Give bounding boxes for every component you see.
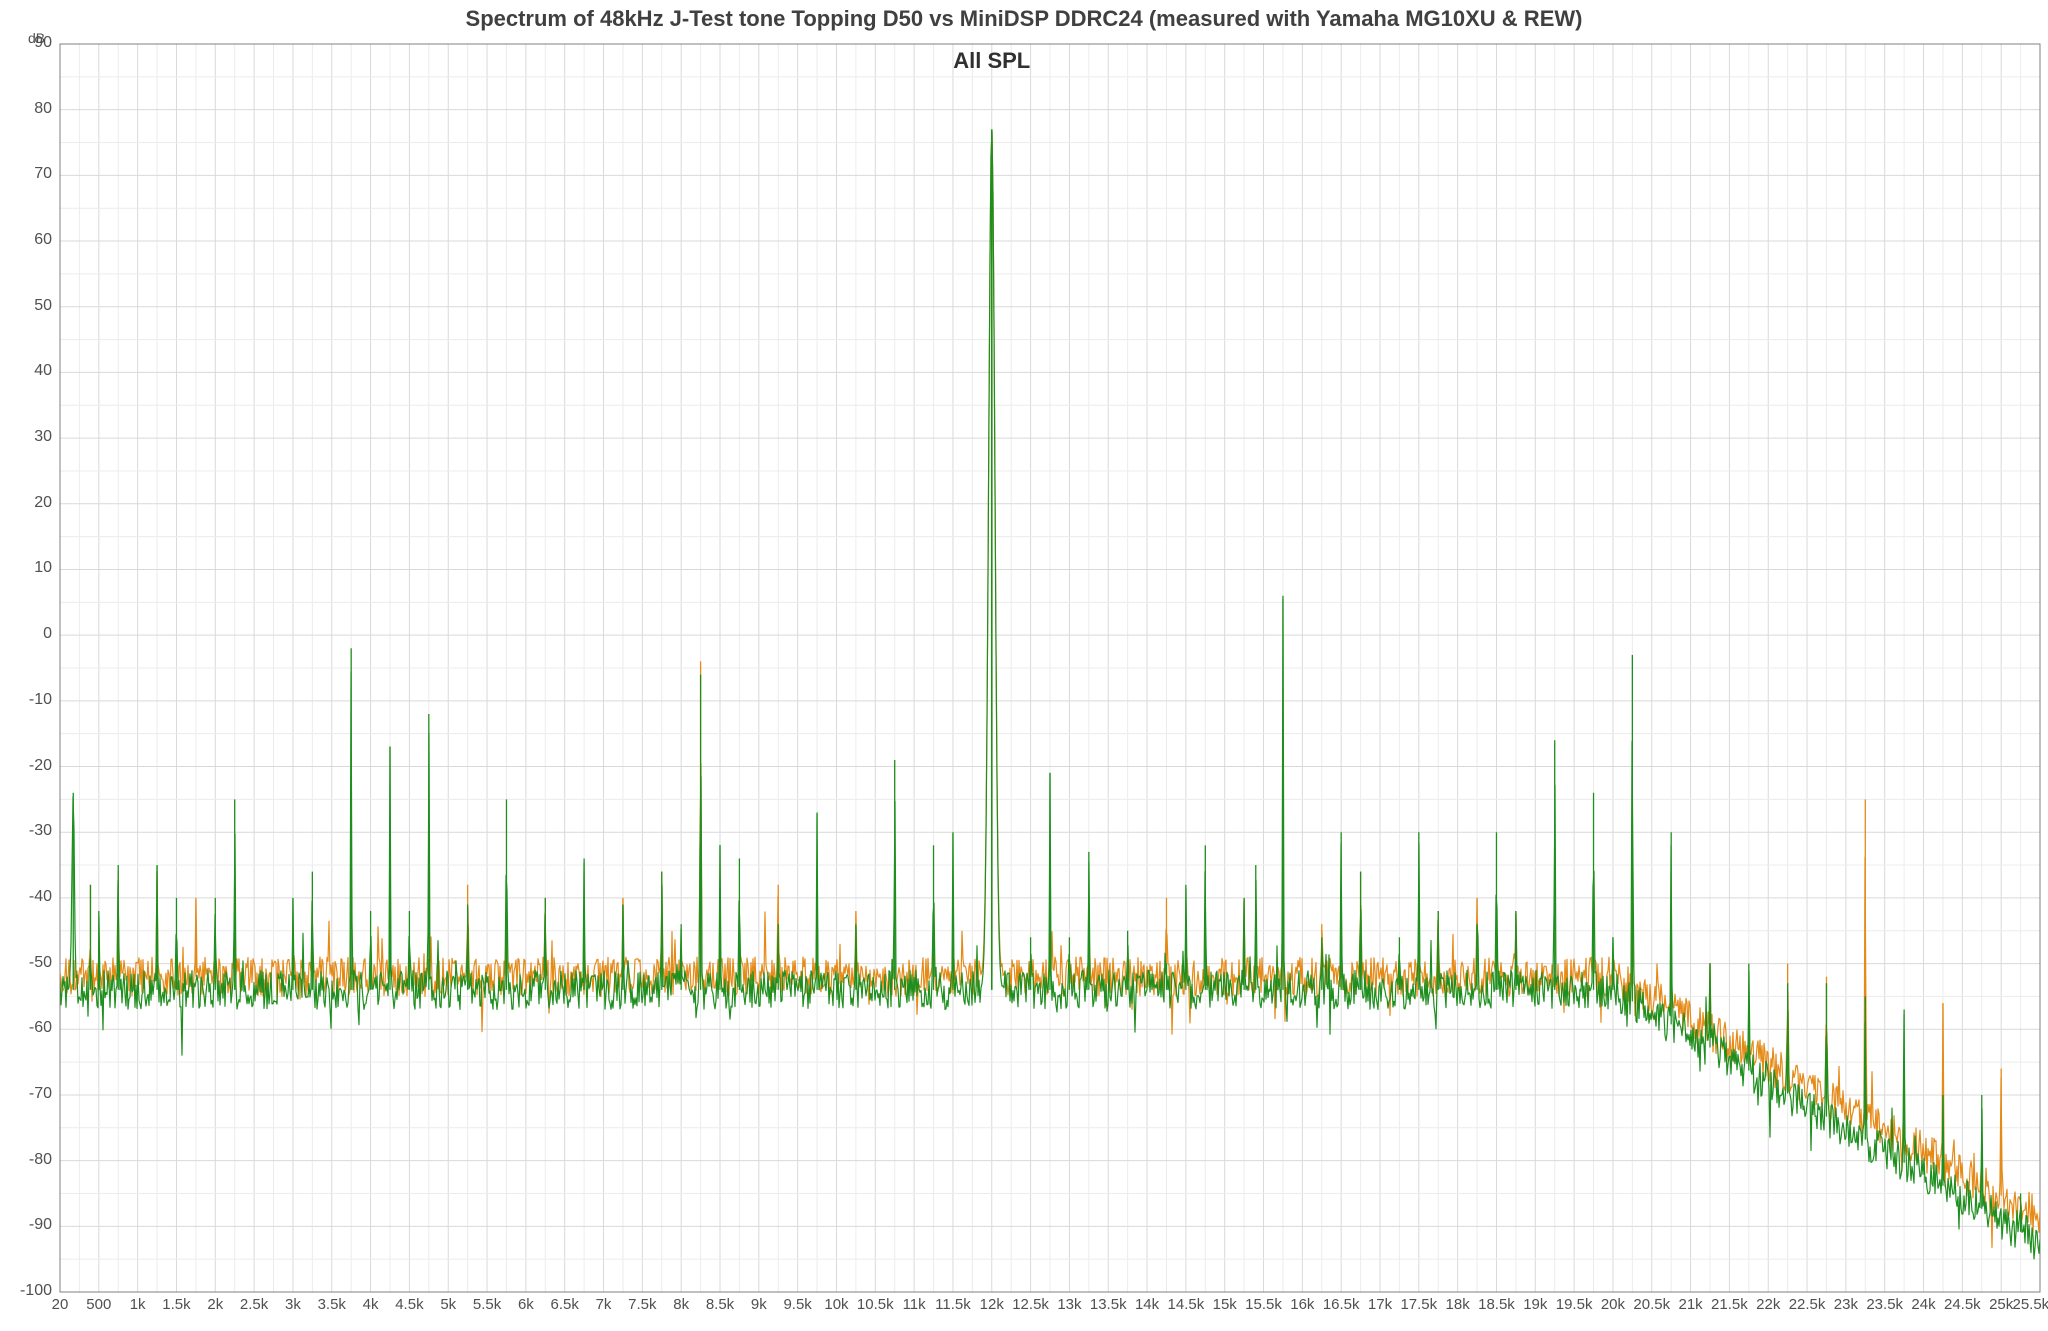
y-tick-label: 90 [0,34,52,52]
y-tick-label: -20 [0,757,52,775]
y-tick-label: -50 [0,954,52,972]
y-tick-label: -10 [0,691,52,709]
y-tick-label: 50 [0,297,52,315]
y-tick-label: 70 [0,165,52,183]
y-tick-label: 30 [0,428,52,446]
spectrum-plot [0,0,2048,1331]
y-tick-label: 0 [0,625,52,643]
x-tick-label: 25.5kHz [2000,1296,2048,1313]
chart-container: Spectrum of 48kHz J-Test tone Topping D5… [0,0,2048,1331]
y-tick-label: 20 [0,494,52,512]
y-tick-label: 60 [0,231,52,249]
y-tick-label: -80 [0,1151,52,1169]
y-tick-label: 80 [0,100,52,118]
y-tick-label: -90 [0,1216,52,1234]
y-tick-label: -30 [0,822,52,840]
y-tick-label: -60 [0,1019,52,1037]
y-tick-label: 40 [0,362,52,380]
y-tick-label: -70 [0,1085,52,1103]
chart-subtitle: All SPL [932,48,1052,74]
y-tick-label: 10 [0,559,52,577]
y-tick-label: -40 [0,888,52,906]
